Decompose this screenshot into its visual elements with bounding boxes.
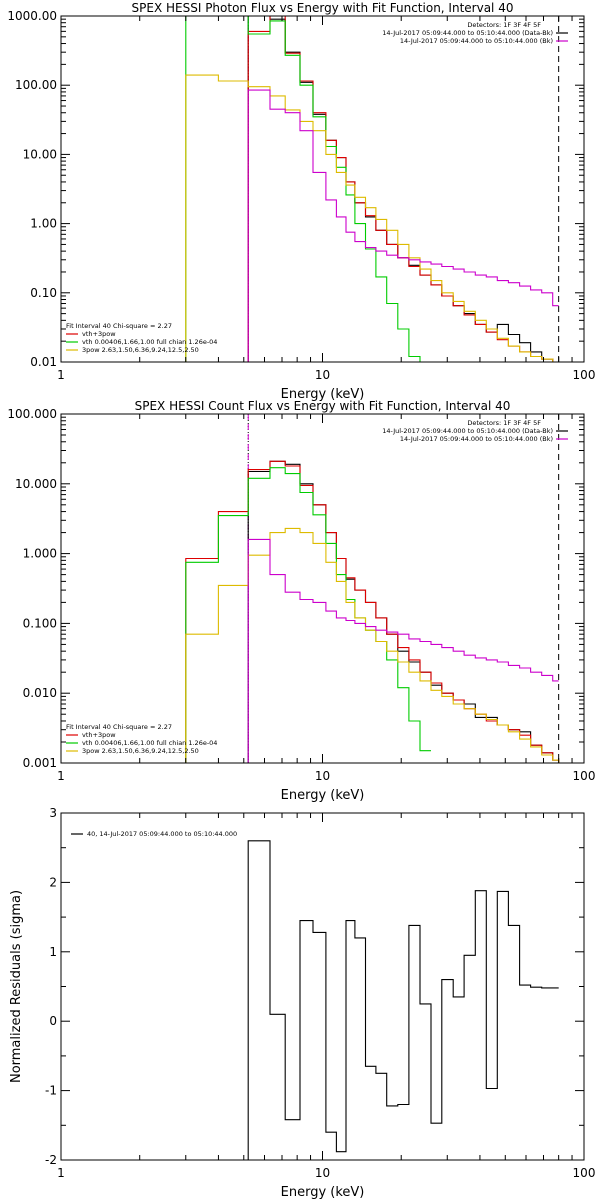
legend-entry-label: vth 0.00406,1.66,1.00 full chian 1.26e-0… <box>82 338 217 346</box>
y-tick-label: 10.000 <box>15 477 57 491</box>
legend-entry-label: 14-Jul-2017 05:09:44.000 to 05:10:44.000… <box>400 435 553 443</box>
series-bk-line <box>247 89 559 362</box>
legend-entry-label: vth+3pow <box>82 731 116 739</box>
legend-entry-label: 3pow 2.63,1.50,6.36,9.24,12.5,2.50 <box>82 346 199 354</box>
x-axis-label: Energy (keV) <box>281 788 365 803</box>
plot-frame <box>60 15 585 363</box>
y-tick-label: 1000.00 <box>7 9 57 23</box>
series-vth-3pow-line <box>185 460 575 763</box>
series-3pow-line <box>185 527 575 763</box>
series-data-bk-line <box>247 460 575 763</box>
legend-entry-label: vth+3pow <box>82 330 116 338</box>
x-tick-label: 100 <box>573 1166 596 1180</box>
x-axis-label: Energy (keV) <box>281 1185 365 1200</box>
x-tick-label: 10 <box>315 769 330 783</box>
y-tick-label: -1 <box>45 1084 57 1098</box>
chart-panel-1: SPEX HESSI Photon Flux vs Energy with Fi… <box>7 1 595 402</box>
legend-header: Detectors: 1F 3F 4F 5F <box>467 419 541 427</box>
y-tick-label: 1 <box>49 945 57 959</box>
x-axis-label: Energy (keV) <box>281 387 365 402</box>
series-bk-line <box>247 538 559 763</box>
legend-header: Detectors: 1F 3F 4F 5F <box>467 21 541 29</box>
y-tick-label: 3 <box>49 806 57 820</box>
legend-entry-label: 14-Jul-2017 05:09:44.000 to 05:10:44.000… <box>400 37 553 45</box>
y-tick-label: 100.000 <box>7 407 57 421</box>
x-tick-label: 100 <box>573 368 596 382</box>
x-tick-label: 10 <box>315 1166 330 1180</box>
series-vth-3pow-line <box>247 16 559 362</box>
plot-frame <box>60 812 585 1161</box>
y-tick-label: 2 <box>49 875 57 889</box>
y-tick-label: 100.00 <box>15 78 57 92</box>
x-tick-label: 1 <box>57 1166 65 1180</box>
y-tick-label: 0 <box>49 1014 57 1028</box>
series-3pow-line <box>185 74 559 362</box>
legend-entry-label: 14-Jul-2017 05:09:44.000 to 05:10:44.000… <box>382 427 553 435</box>
series-vth-line <box>185 16 454 362</box>
chart-panel-3: 1 10 100 -2 -1 0 1 2 3 Energy (keV) Normalized Res… <box>9 806 595 1200</box>
legend-entry-label: vth 0.00406,1.66,1.00 full chian 1.26e-0… <box>82 739 217 747</box>
x-tick-label: 1 <box>57 769 65 783</box>
x-tick-label: 100 <box>573 769 596 783</box>
series-40-line <box>247 840 559 1160</box>
legend-entry-label: 40, 14-Jul-2017 05:09:44.000 to 05:10:44… <box>87 830 237 838</box>
y-tick-label: 0.10 <box>30 286 57 300</box>
x-tick-label: 10 <box>315 368 330 382</box>
y-tick-label: 1.000 <box>23 547 57 561</box>
x-tick-label: 1 <box>57 368 65 382</box>
chart-panel-2: SPEX HESSI Count Flux vs Energy with Fit… <box>7 399 595 803</box>
y-tick-label: -2 <box>45 1153 57 1167</box>
chart-title: SPEX HESSI Photon Flux vs Energy with Fi… <box>132 1 514 15</box>
plot-frame <box>60 413 585 764</box>
legend-entry-label: 14-Jul-2017 05:09:44.000 to 05:10:44.000… <box>382 29 553 37</box>
series-data-bk-line <box>247 16 559 362</box>
legend-entry-label: 3pow 2.63,1.50,6.36,9.24,12.5,2.50 <box>82 747 199 755</box>
chart-title: SPEX HESSI Count Flux vs Energy with Fit… <box>135 399 511 413</box>
y-tick-label: 1.00 <box>30 217 57 231</box>
legend-header: Fit Interval 40 Chi-square = 2.27 <box>66 723 172 731</box>
y-tick-label: 0.001 <box>23 756 57 770</box>
y-tick-label: 0.100 <box>23 616 57 630</box>
y-axis-label: Normalized Residuals (sigma) <box>9 890 24 1083</box>
y-tick-label: 10.00 <box>23 147 57 161</box>
y-tick-label: 0.01 <box>30 355 57 369</box>
y-tick-label: 0.010 <box>23 686 57 700</box>
legend-header: Fit Interval 40 Chi-square = 2.27 <box>66 322 172 330</box>
